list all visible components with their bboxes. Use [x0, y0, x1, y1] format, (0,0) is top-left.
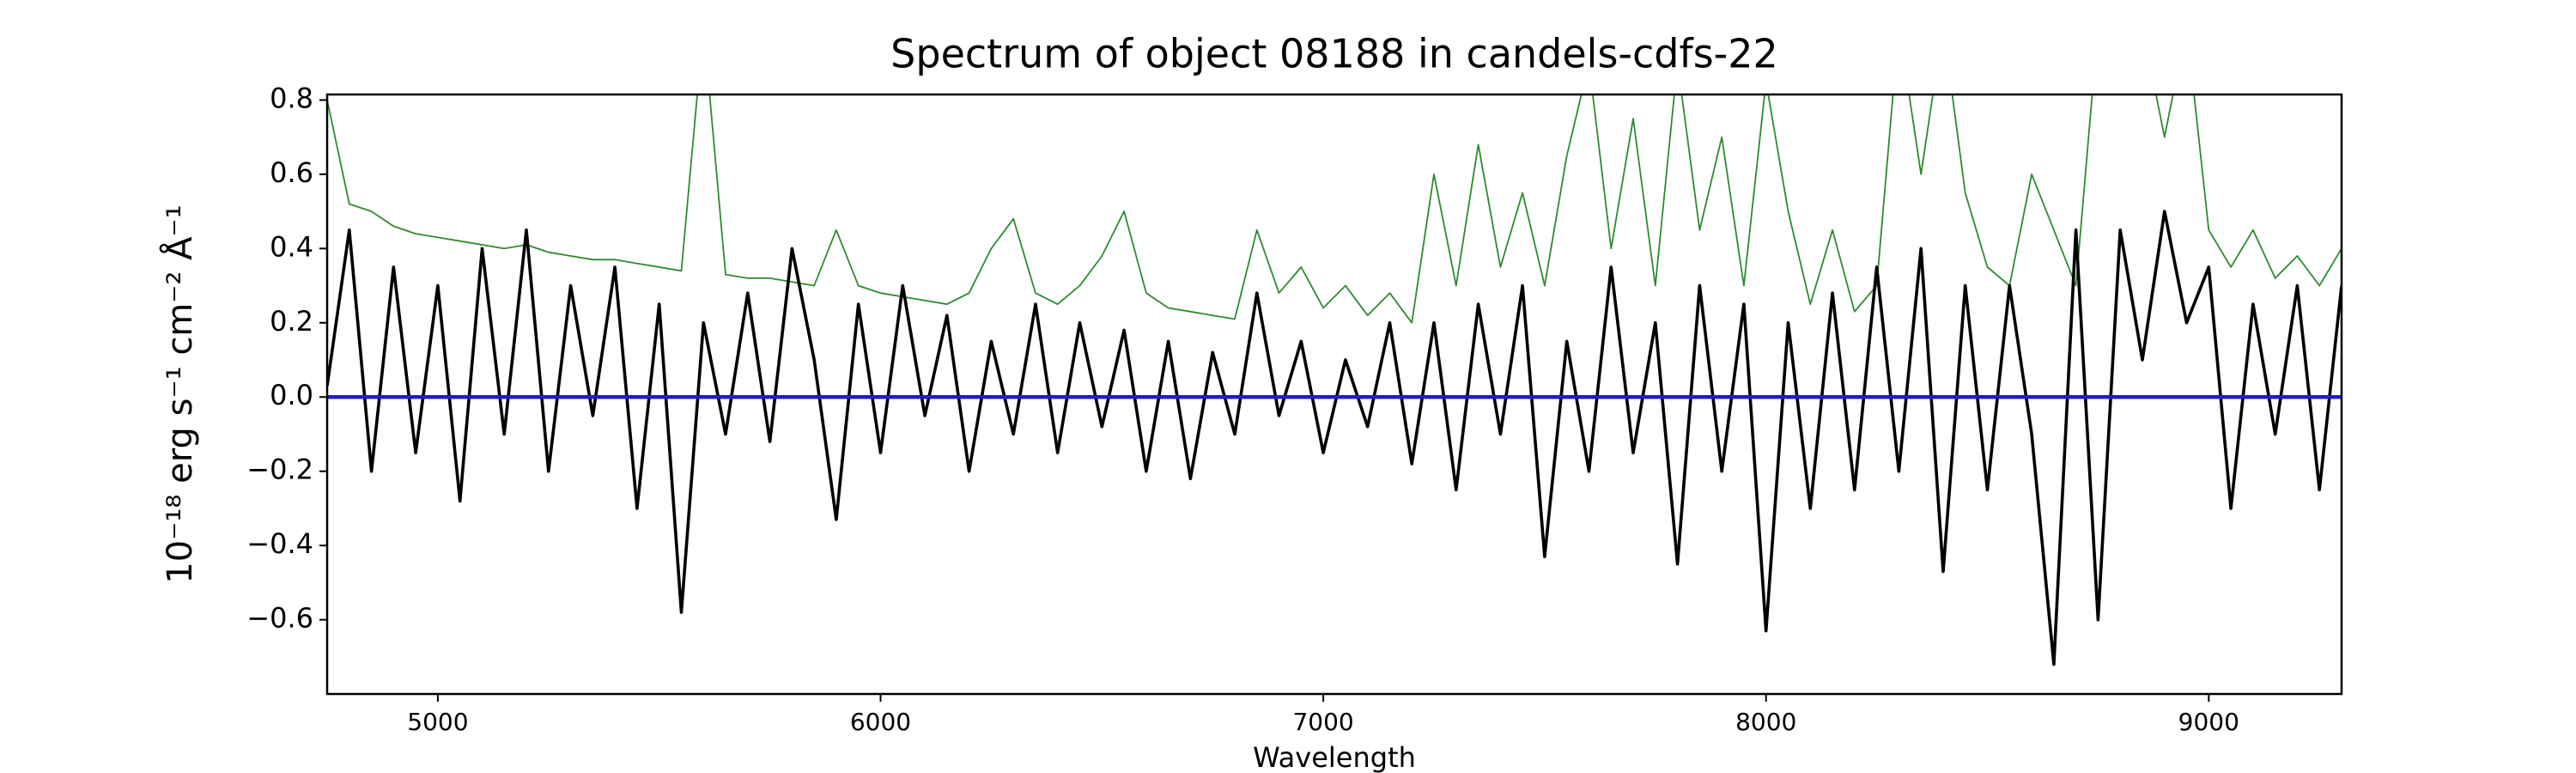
y-tick-label: −0.4 [246, 527, 313, 560]
y-tick-label: −0.6 [246, 602, 313, 635]
y-tick-label: 0.0 [270, 379, 313, 411]
y-tick-label: 0.8 [270, 82, 313, 114]
series-line [327, 210, 2342, 666]
x-tick-label: 6000 [850, 708, 911, 736]
y-tick-label: −0.2 [246, 453, 313, 486]
plot-frame [325, 93, 2343, 696]
y-tick-label: 0.4 [270, 230, 313, 263]
plot-area [327, 94, 2342, 666]
y-axis-label: 10⁻¹⁸ erg s⁻¹ cm⁻² Å⁻¹ [159, 204, 200, 583]
x-tick-label: 7000 [1292, 708, 1353, 736]
x-axis-label: Wavelength [1253, 741, 1416, 773]
x-tick-label: 5000 [407, 708, 468, 736]
x-tick-label: 8000 [1735, 708, 1796, 736]
series-line [327, 94, 2342, 324]
x-tick-label: 9000 [2178, 708, 2239, 736]
y-tick-label: 0.2 [270, 305, 313, 338]
y-tick-label: 0.6 [270, 156, 313, 189]
chart-title: Spectrum of object 08188 in candels-cdfs… [890, 31, 1778, 77]
